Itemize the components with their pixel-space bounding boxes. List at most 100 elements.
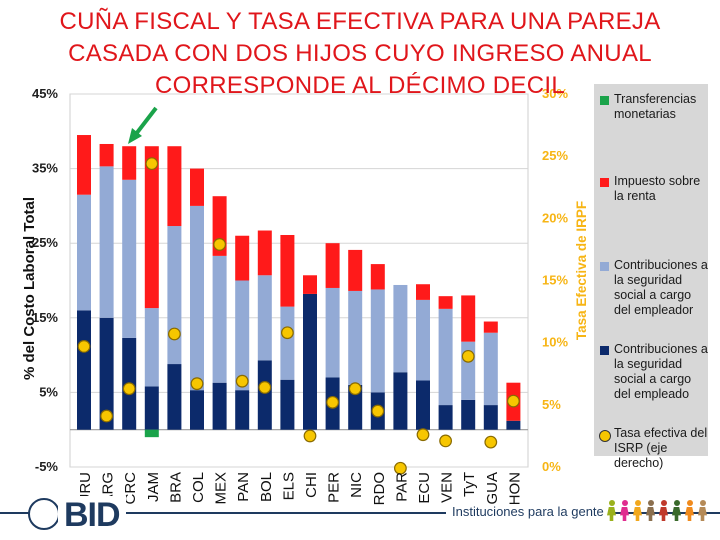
bar-segment — [483, 321, 498, 333]
y-tick-label: 15% — [32, 310, 58, 325]
y2-axis-label: Tasa Efectiva de IRPF — [574, 201, 589, 340]
person-icon — [645, 500, 656, 522]
irpf-rate-dot — [213, 238, 227, 251]
x-tick-label: JAM — [145, 472, 162, 502]
bar-segment — [348, 290, 363, 385]
bar-segment — [438, 296, 453, 309]
irpf-rate-dot — [371, 404, 385, 418]
bar-segment — [416, 299, 430, 381]
bar-segment — [370, 289, 385, 393]
x-tick-label: NIC — [348, 472, 365, 498]
legend-label: Impuesto sobre la renta — [614, 174, 701, 203]
x-tick-label: GUA — [484, 472, 501, 505]
person-icon — [606, 500, 617, 522]
legend-swatch — [600, 178, 609, 187]
person-icon — [658, 500, 669, 522]
y2-tick-label: 10% — [542, 335, 568, 350]
bar-segment — [506, 420, 521, 430]
arrow-head — [128, 128, 142, 144]
bar-segment — [144, 386, 159, 430]
bar-segment — [348, 249, 363, 291]
bar-segment — [257, 360, 272, 430]
bar-segment — [325, 243, 340, 288]
chart-title: CUÑA FISCAL Y TASA EFECTIVA PARA UNA PAR… — [59, 8, 661, 99]
y2-tick-label: 15% — [542, 273, 568, 288]
bar-segment — [190, 390, 204, 430]
y2-tick-label: 30% — [542, 86, 568, 101]
bid-logo: BID — [58, 496, 126, 535]
people-icons — [606, 500, 710, 527]
bars — [77, 135, 521, 438]
bar-segment — [280, 234, 295, 307]
bar-segment — [99, 166, 114, 318]
irpf-rate-dot — [77, 339, 91, 353]
bar-segment — [77, 135, 91, 195]
bar-segment — [461, 295, 476, 342]
irpf-rate-dot — [167, 327, 181, 341]
y-tick-label: -5% — [35, 459, 59, 474]
bar-segment — [122, 179, 137, 338]
bar-segment — [280, 379, 295, 430]
irpf-dots — [77, 157, 520, 475]
irpf-rate-dot — [190, 377, 204, 391]
bar-segment — [303, 275, 317, 294]
bar-segment — [348, 384, 363, 430]
bar-segment — [235, 280, 250, 391]
bar-segment — [190, 168, 204, 206]
bar-segment — [167, 364, 182, 430]
x-tick-label: ELS — [280, 472, 297, 500]
bar-segment — [257, 230, 272, 276]
bar-segment — [416, 380, 430, 430]
legend-label: Contribuciones a la seguridad social a c… — [614, 258, 708, 317]
bar-segment — [212, 382, 227, 430]
y2-tick-label: 25% — [542, 148, 568, 163]
bar-segment — [235, 235, 250, 281]
legend-label: Tasa efectiva del ISRP (eje derecho) — [614, 426, 708, 470]
bar-segment — [303, 293, 317, 430]
x-tick-label: PAR — [393, 472, 410, 502]
x-tick-label: RDO — [371, 472, 388, 505]
irpf-rate-dot — [394, 461, 407, 475]
irpf-rate-dot — [122, 382, 136, 396]
y-tick-label: 25% — [32, 235, 58, 250]
footer-tagline: Instituciones para la gente — [446, 504, 610, 519]
irpf-rate-dot — [484, 435, 498, 449]
annotation-arrow — [128, 106, 158, 144]
bar-segment — [144, 429, 159, 438]
bar-segment — [483, 332, 498, 406]
bar-segment — [393, 284, 408, 373]
irpf-rate-dot — [145, 157, 159, 171]
y2-tick-label: 20% — [542, 210, 568, 225]
y-axis-right: 0% 5% 10% 15% 20% 25% 30% Tasa Efectiva de IRPF — [542, 86, 589, 474]
bar-segment — [122, 146, 137, 180]
x-tick-label: PER — [326, 472, 343, 503]
legend-label: Contribuciones a la seguridad social a c… — [614, 342, 708, 401]
irpf-rate-dot — [326, 395, 340, 409]
x-tick-labels: URU ARG CRC JAM BRA COL MEX PAN BOL ELS CHI PER NIC R… — [77, 472, 523, 506]
irpf-rate-dot — [507, 394, 520, 408]
x-tick-label: CRC — [122, 472, 139, 505]
bar-segment — [393, 372, 408, 430]
y-axis-left: -5% 5% 15% 25% 35% 45% % del Costo Laboral Tot… — [21, 86, 58, 474]
bar-segment — [99, 143, 114, 167]
irpf-rate-dot — [416, 428, 430, 442]
irpf-rate-dot — [281, 326, 294, 340]
legend: Transferencias monetarias Impuesto sobre… — [594, 84, 708, 470]
legend-swatch — [600, 96, 609, 105]
bar-segment — [438, 405, 453, 430]
person-icon — [619, 500, 630, 522]
y-tick-label: 35% — [32, 161, 58, 176]
legend-swatch — [600, 262, 609, 271]
bar-segment — [461, 399, 476, 430]
x-tick-label: MEX — [213, 472, 230, 505]
person-icon — [632, 500, 643, 522]
arrow-shaft — [134, 106, 158, 136]
plot-frame — [69, 93, 529, 468]
bar-segment — [167, 226, 182, 365]
y-axis-label: % del Costo Laboral Total — [21, 197, 38, 380]
person-icon — [671, 500, 682, 522]
legend-swatch — [599, 430, 611, 442]
bar-segment — [235, 390, 250, 430]
x-tick-label: BRA — [167, 472, 184, 503]
